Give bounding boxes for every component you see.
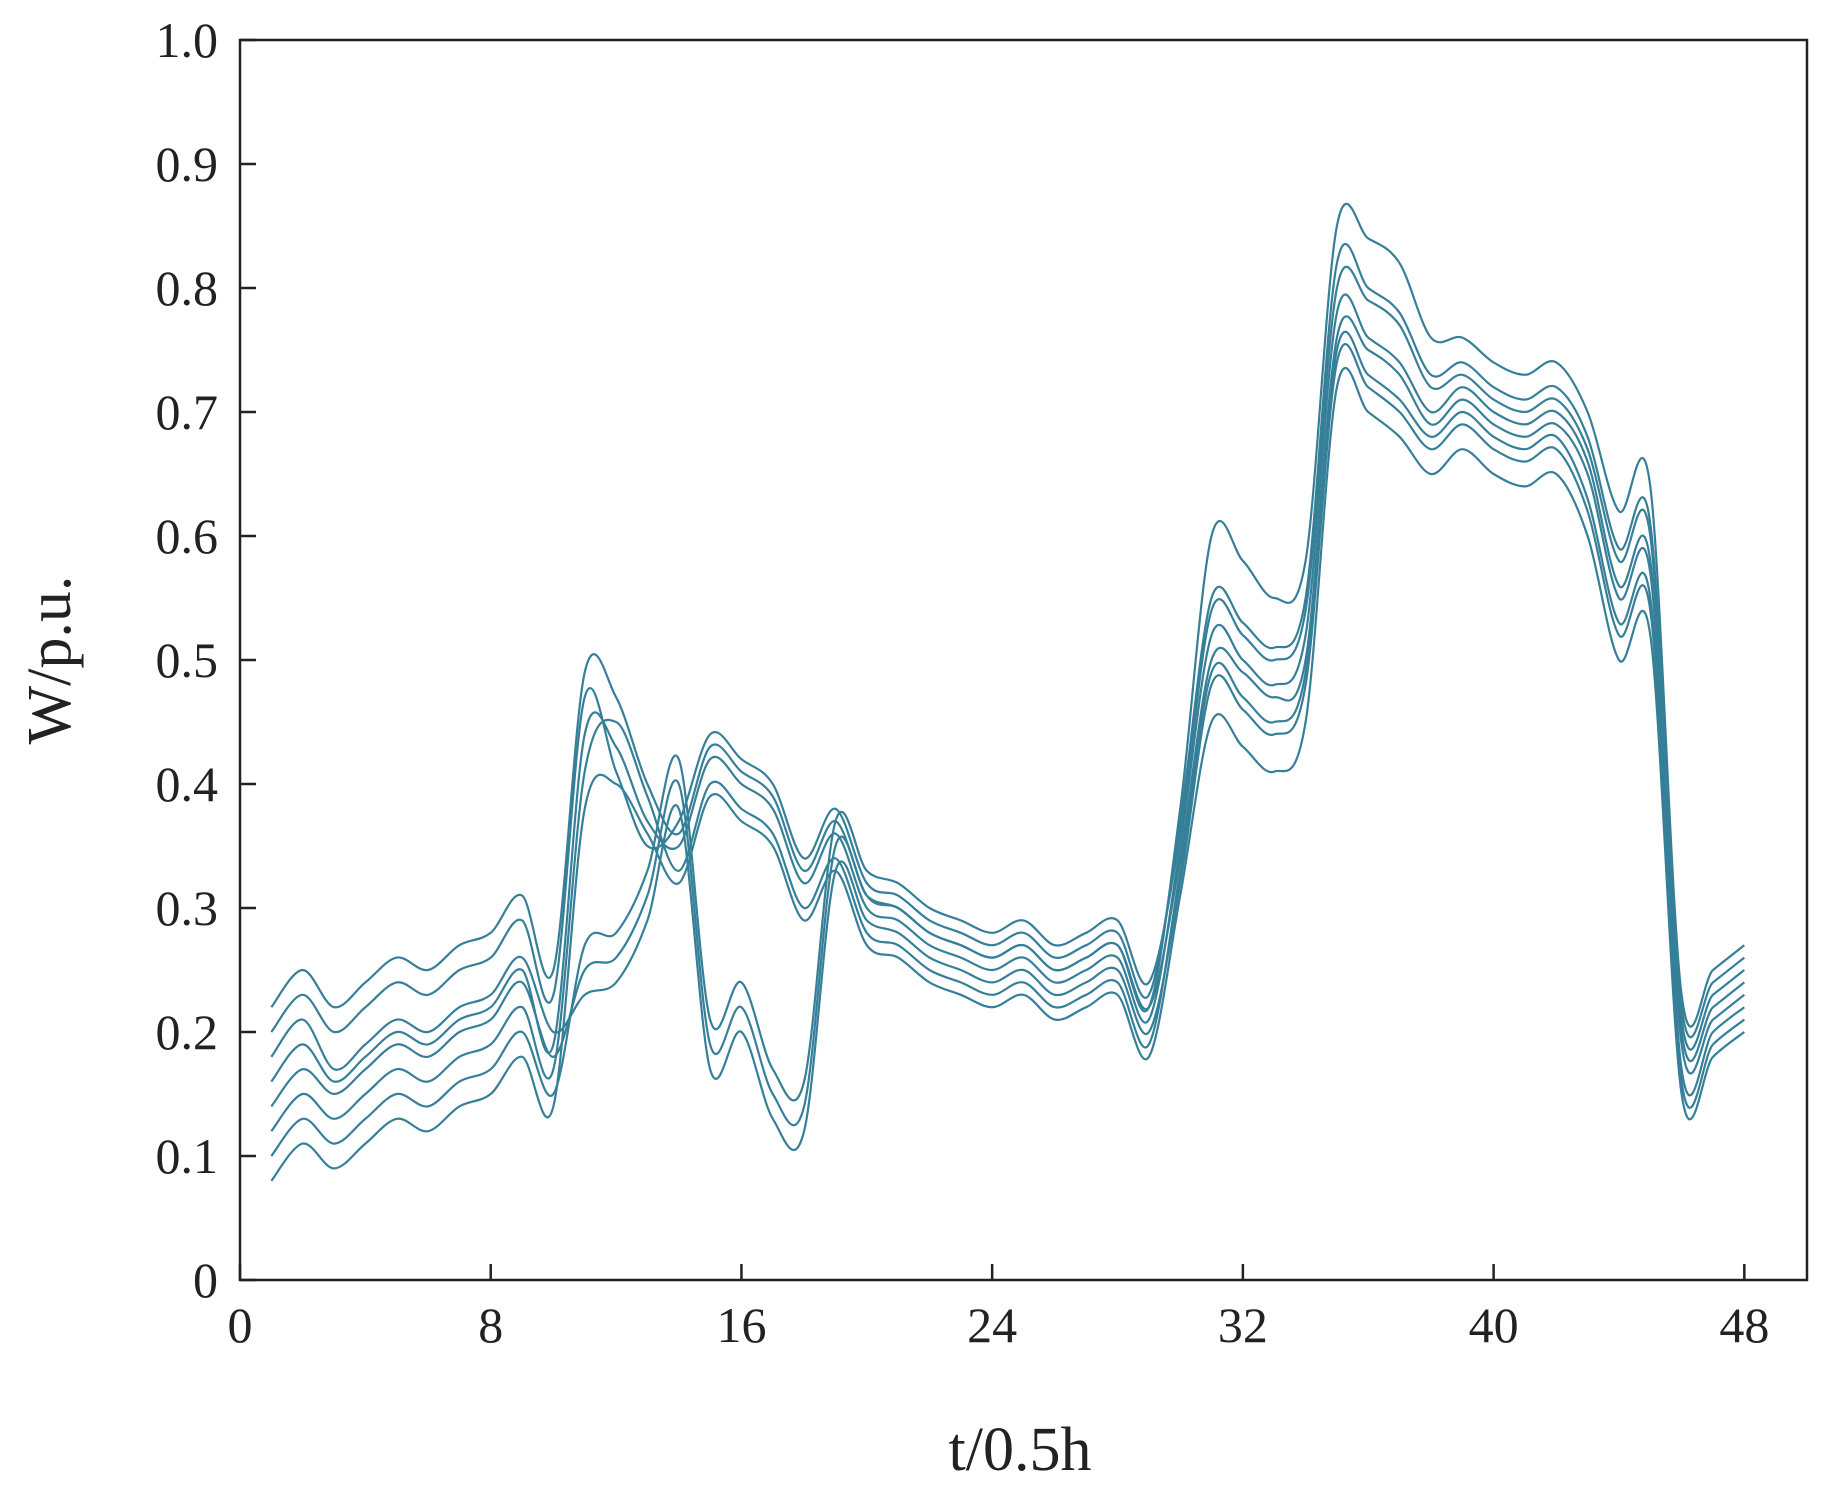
y-tick-label: 0.7 <box>156 384 219 440</box>
y-tick-label: 0 <box>193 1252 218 1308</box>
y-tick-label: 0.2 <box>156 1004 219 1060</box>
y-tick-label: 0.5 <box>156 632 219 688</box>
series-line-4 <box>270 315 1745 1127</box>
series-line-1 <box>270 293 1745 1083</box>
y-axis-label: W/p.u. <box>16 576 84 745</box>
series-line-7 <box>270 202 1745 1028</box>
series-line-6 <box>270 265 1745 1157</box>
y-tick-label: 0.3 <box>156 880 219 936</box>
y-tick-label: 0.1 <box>156 1128 219 1184</box>
series-lines <box>270 202 1745 1182</box>
x-tick-label: 48 <box>1719 1297 1769 1353</box>
x-tick-label: 40 <box>1469 1297 1519 1353</box>
series-line-2 <box>270 330 1745 1132</box>
x-tick-label: 0 <box>228 1297 253 1353</box>
x-tick-label: 24 <box>967 1297 1017 1353</box>
series-line-5 <box>270 343 1745 1151</box>
y-tick-label: 1.0 <box>156 12 219 68</box>
y-tick-label: 0.9 <box>156 136 219 192</box>
axis-ticks: 0 8 16 24 32 40 48 0 0.1 0.2 0.3 0.4 0.5 0.6 0.7 0.8 0.9… <box>156 12 1770 1353</box>
y-tick-label: 0.8 <box>156 260 219 316</box>
y-tick-label: 0.4 <box>156 756 219 812</box>
x-axis-label: t/0.5h <box>949 1416 1092 1484</box>
x-tick-label: 16 <box>716 1297 766 1353</box>
series-line-8 <box>270 366 1745 1182</box>
y-tick-label: 0.6 <box>156 508 219 564</box>
x-tick-label: 32 <box>1218 1297 1268 1353</box>
series-line-3 <box>270 242 1745 1039</box>
x-tick-label: 8 <box>478 1297 503 1353</box>
plot-frame <box>238 38 1809 1282</box>
